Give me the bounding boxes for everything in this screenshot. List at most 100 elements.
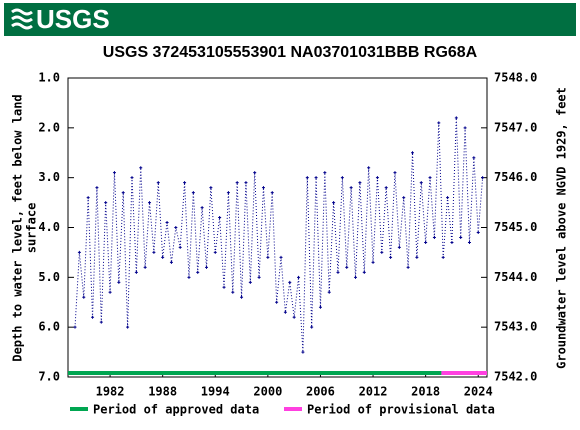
y-tick-label: 6.0: [38, 320, 60, 334]
data-point: [226, 191, 230, 195]
data-point: [235, 181, 239, 185]
data-point: [91, 315, 95, 319]
data-point: [371, 260, 375, 264]
y-tick-label: 1.0: [38, 71, 60, 85]
data-point: [463, 126, 467, 130]
data-point: [327, 290, 331, 294]
data-point: [73, 325, 77, 329]
data-point: [375, 176, 379, 180]
y2-label: Groundwater level above NGVD 1929, feet: [555, 87, 569, 369]
data-point: [143, 265, 147, 269]
data-point: [397, 245, 401, 249]
data-point: [152, 250, 156, 254]
y-tick-label: 4.0: [38, 220, 60, 234]
y-tick-label: 5.0: [38, 270, 60, 284]
y-label: Depth to water level, feet below land: [11, 94, 25, 361]
data-line: [74, 117, 484, 353]
data-point: [437, 121, 441, 125]
data-point: [310, 325, 314, 329]
data-point: [402, 196, 406, 200]
data-point: [270, 191, 274, 195]
data-point: [367, 166, 371, 170]
data-point: [332, 201, 336, 205]
data-point: [222, 285, 226, 289]
data-point: [472, 156, 476, 160]
x-tick-label: 2012: [359, 385, 388, 399]
data-point: [231, 290, 235, 294]
data-point: [218, 216, 222, 220]
data-point: [112, 171, 116, 175]
data-point: [424, 240, 428, 244]
x-tick-label: 1994: [201, 385, 230, 399]
data-point: [446, 196, 450, 200]
data-point: [459, 235, 463, 239]
data-point: [200, 206, 204, 210]
data-point: [139, 166, 143, 170]
data-point: [380, 250, 384, 254]
y-tick-label: 3.0: [38, 170, 60, 184]
data-point: [476, 230, 480, 234]
x-tick-label: 1982: [96, 385, 125, 399]
legend-label: Period of provisional data: [307, 403, 495, 417]
plot-frame: [67, 77, 488, 378]
data-point: [481, 176, 485, 180]
data-point: [209, 186, 213, 190]
data-point: [191, 191, 195, 195]
data-point: [362, 270, 366, 274]
data-point: [292, 315, 296, 319]
data-point: [283, 310, 287, 314]
data-point: [297, 275, 301, 279]
data-point: [323, 171, 327, 175]
data-point: [130, 176, 134, 180]
data-point: [301, 350, 305, 354]
data-point: [148, 201, 152, 205]
data-point: [354, 275, 358, 279]
logo: USGS: [36, 4, 110, 34]
data-point: [165, 221, 169, 225]
data-point: [196, 270, 200, 274]
data-point: [275, 300, 279, 304]
data-point: [432, 235, 436, 239]
data-point: [288, 280, 292, 284]
data-point: [187, 275, 191, 279]
data-point: [244, 181, 248, 185]
data-point: [389, 255, 393, 259]
y2-tick-label: 7548.0: [494, 71, 537, 85]
data-point: [450, 240, 454, 244]
data-point: [454, 116, 458, 120]
data-point: [178, 245, 182, 249]
y-tick-label: 7.0: [38, 370, 60, 384]
data-point: [95, 186, 99, 190]
data-point: [134, 270, 138, 274]
logo-icon: [11, 8, 33, 30]
data-point: [415, 255, 419, 259]
data-point: [169, 260, 173, 264]
y2-tick-label: 7545.0: [494, 220, 537, 234]
data-point: [161, 255, 165, 259]
data-point: [240, 295, 244, 299]
data-point: [108, 290, 112, 294]
header-band: [4, 3, 576, 36]
x-tick-label: 2024: [464, 385, 493, 399]
data-point: [314, 176, 318, 180]
x-tick-label: 1988: [148, 385, 177, 399]
x-tick-label: 2006: [306, 385, 335, 399]
x-tick-label: 2018: [411, 385, 440, 399]
data-point: [419, 181, 423, 185]
data-point: [340, 176, 344, 180]
y2-tick-label: 7543.0: [494, 320, 537, 334]
data-point: [174, 226, 178, 229]
data-point: [213, 250, 217, 254]
x-tick-label: 2000: [253, 385, 282, 399]
data-point: [121, 191, 125, 195]
data-point: [126, 325, 130, 329]
data-point: [406, 265, 410, 269]
data-point: [318, 305, 322, 309]
data-point: [86, 196, 90, 200]
data-point: [117, 280, 121, 284]
data-point: [428, 176, 432, 180]
y2-tick-label: 7544.0: [494, 270, 537, 284]
data-point: [77, 250, 81, 254]
data-point: [82, 295, 86, 299]
